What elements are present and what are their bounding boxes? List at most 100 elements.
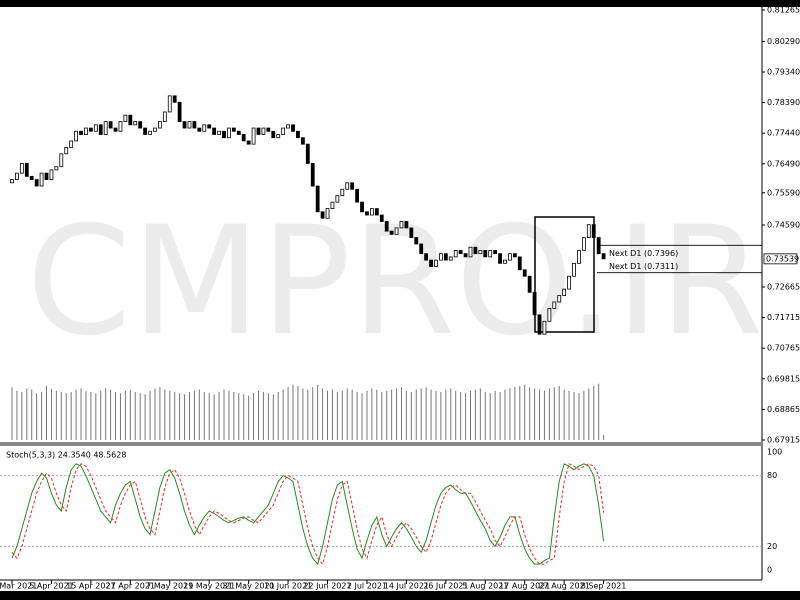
- candle-body: [251, 127, 256, 145]
- y-tick-label: 0.81265: [767, 6, 800, 15]
- x-tick-label: 5 Aug 2021: [462, 582, 508, 591]
- candle-body: [182, 121, 187, 129]
- candle-body: [315, 185, 320, 213]
- candle-body: [453, 250, 458, 258]
- y-tick-label: 0.76490: [767, 159, 800, 168]
- candle-body: [256, 127, 261, 135]
- candle-body: [54, 166, 59, 171]
- current-price-box: [763, 253, 798, 265]
- candle-body: [10, 179, 14, 184]
- y-tick-label: 0.75590: [767, 188, 800, 197]
- candle-body: [468, 246, 473, 258]
- candle-body: [93, 124, 98, 132]
- candle-body: [320, 211, 325, 219]
- candle-body: [19, 163, 24, 174]
- candle-body: [547, 308, 552, 322]
- y-tick-label: 0.80290: [767, 37, 800, 46]
- candle-body: [439, 253, 443, 261]
- candle-body: [236, 130, 241, 135]
- candle-body: [557, 295, 562, 303]
- candle-body: [266, 127, 271, 132]
- candle-body: [483, 250, 488, 258]
- candle-body: [118, 121, 123, 132]
- y-tick-label: 0.67915: [767, 436, 800, 445]
- candle-body: [414, 237, 419, 245]
- x-tick-label: 2 Jul 2021: [347, 582, 387, 591]
- x-tick-label: 27 Aug 2021: [539, 582, 590, 591]
- candle-body: [162, 111, 167, 123]
- candle-body: [64, 146, 69, 155]
- candle-body: [360, 201, 364, 213]
- candle-body: [167, 95, 172, 113]
- y-tick-label: 0.72665: [767, 283, 800, 292]
- candle-body: [113, 127, 118, 132]
- candle-body: [404, 221, 409, 229]
- candle-body: [108, 121, 113, 129]
- x-tick-label: 5 Apr 2021: [29, 582, 73, 591]
- candle-body: [463, 253, 468, 258]
- x-tick-label: 15 Apr 2021: [66, 582, 115, 591]
- stoch-tick-label: 20: [767, 542, 777, 551]
- candle-body: [157, 121, 162, 129]
- stoch-line: [11, 463, 605, 566]
- candle-body: [98, 124, 103, 135]
- candle-body: [355, 188, 360, 203]
- y-tick-label: 0.77440: [767, 129, 800, 138]
- candle-body: [340, 188, 345, 197]
- candle-body: [172, 95, 177, 103]
- y-tick-label: 0.78390: [767, 98, 800, 107]
- candle-body: [350, 182, 355, 190]
- y-tick-label: 0.79340: [767, 68, 800, 77]
- y-tick-label: 0.70765: [767, 344, 800, 353]
- candle-body: [79, 130, 83, 135]
- x-tick-label: 8 Sep 2021: [581, 582, 627, 591]
- x-tick-label: 17 Aug 2021: [499, 582, 550, 591]
- candle-body: [374, 208, 379, 216]
- stoch-tick-label: 100: [767, 448, 782, 457]
- candle-body: [581, 237, 586, 251]
- candle-body: [478, 250, 483, 255]
- candle-body: [103, 121, 108, 135]
- candle-body: [379, 214, 384, 222]
- candle-body: [345, 182, 350, 190]
- candle-body: [24, 163, 29, 177]
- candle-body: [532, 291, 537, 316]
- bottom-frame: [0, 591, 800, 600]
- stoch-tick-label: 80: [767, 471, 777, 480]
- candle-body: [310, 163, 315, 187]
- candle-body: [409, 227, 414, 238]
- candle-body: [44, 172, 49, 180]
- x-tick-label: 14 Jul 2021: [384, 582, 429, 591]
- candle-body: [241, 134, 246, 142]
- stoch-tick-label: 0: [767, 566, 772, 575]
- candle-body: [217, 130, 221, 135]
- candle-body: [384, 221, 389, 232]
- candle-body: [231, 127, 236, 132]
- candle-body: [537, 314, 542, 335]
- candle-body: [296, 130, 300, 139]
- candle-body: [133, 121, 138, 126]
- current-price-label: 0.73539: [766, 254, 799, 263]
- y-tick-label: 0.74590: [767, 221, 800, 230]
- x-tick-label: 10 Jun 2021: [264, 582, 312, 591]
- candle-body: [586, 224, 591, 238]
- candle-body: [424, 253, 429, 261]
- candle-body: [335, 195, 340, 203]
- candle-body: [517, 256, 522, 271]
- candle-body: [69, 140, 74, 148]
- candle-body: [74, 130, 78, 142]
- candle-body: [542, 320, 547, 335]
- candle-body: [562, 288, 567, 296]
- candle-body: [443, 253, 448, 261]
- candle-body: [138, 121, 143, 129]
- candle-body: [207, 124, 212, 129]
- candle-body: [197, 127, 202, 132]
- x-tick-label: 31 May 2021: [223, 582, 275, 591]
- x-tick-label: 22 Jun 2021: [303, 582, 351, 591]
- y-tick-label: 0.68865: [767, 405, 800, 414]
- candle-body: [291, 124, 295, 132]
- candle-body: [522, 269, 527, 277]
- top-frame: [0, 0, 800, 7]
